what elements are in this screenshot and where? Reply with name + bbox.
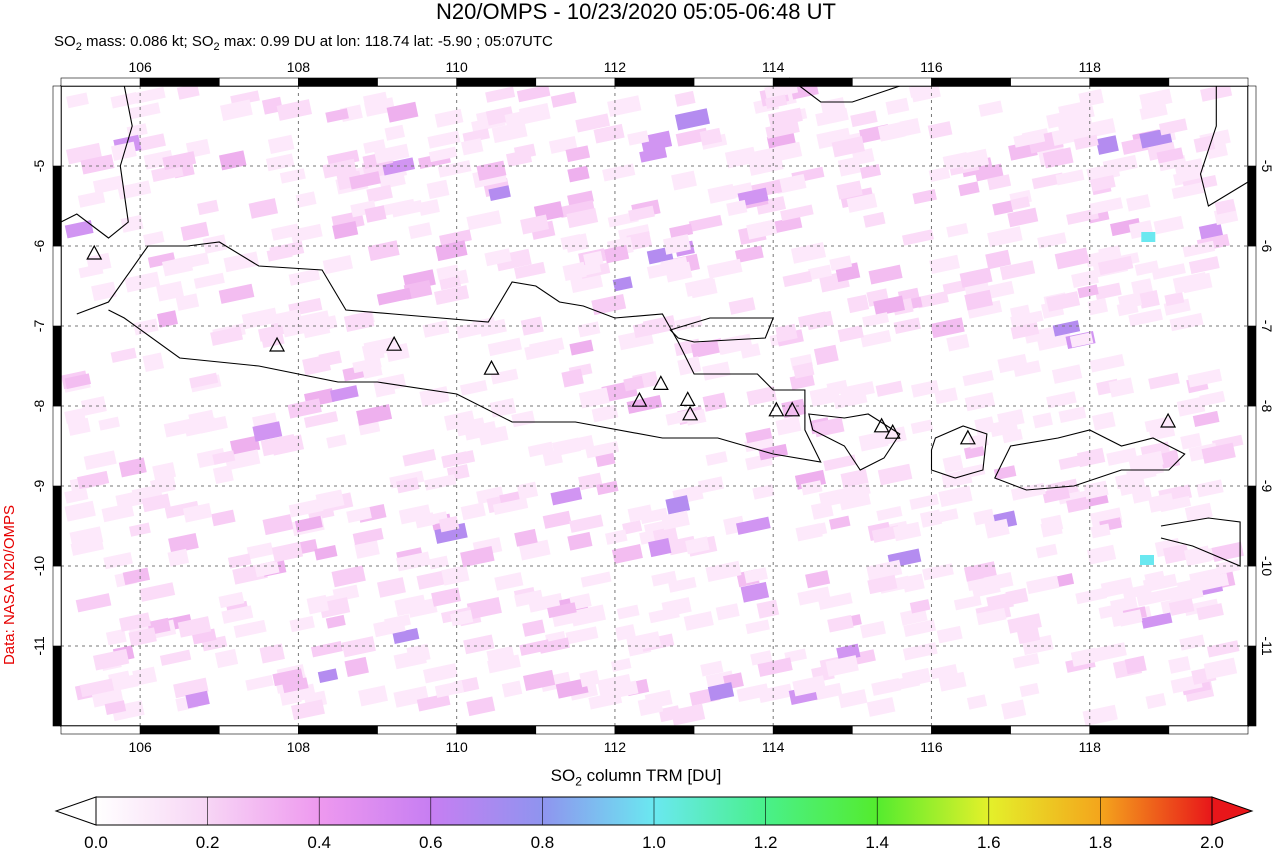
so2-pixel-layer xyxy=(61,81,1244,727)
lon-tick-top-108: 108 xyxy=(287,59,311,75)
volcano-4 xyxy=(631,391,648,407)
graticule xyxy=(61,86,1248,726)
lat-tick-right--7: -7 xyxy=(1259,320,1272,333)
lon-tick-top-114: 114 xyxy=(762,59,785,75)
map-title: N20/OMPS - 10/23/2020 05:05-06:48 UT xyxy=(436,0,836,24)
lon-tick-top-110: 110 xyxy=(446,59,469,75)
volcano-7 xyxy=(682,405,699,421)
lat-tick-left--9: -9 xyxy=(31,480,47,493)
colorbar-bar xyxy=(95,796,1213,826)
volcano-10 xyxy=(873,417,890,433)
volcano-markers xyxy=(86,244,1177,445)
lat-tick-right--6: -6 xyxy=(1259,240,1272,253)
lon-tick-bottom-116: 116 xyxy=(920,739,943,755)
lat-tick-right--9: -9 xyxy=(1259,480,1272,493)
volcano-8 xyxy=(768,401,785,417)
map-subtitle: SO2 mass: 0.086 kt; SO2 max: 0.99 DU at … xyxy=(54,33,553,53)
colorbar-tick-0.2: 0.2 xyxy=(196,833,220,852)
colorbar-tick-1.8: 1.8 xyxy=(1089,833,1113,852)
lat-tick-left--8: -8 xyxy=(31,400,47,413)
lat-tick-left--7: -7 xyxy=(31,320,47,333)
colorbar-tick-1.4: 1.4 xyxy=(865,833,889,852)
lon-tick-bottom-106: 106 xyxy=(128,739,152,755)
volcano-2 xyxy=(386,335,403,351)
lat-tick-right--11: -11 xyxy=(1259,636,1272,655)
colorbar-tick-1.0: 1.0 xyxy=(642,833,666,852)
volcano-13 xyxy=(1160,412,1177,428)
lat-tick-left--5: -5 xyxy=(31,160,47,173)
volcano-5 xyxy=(652,375,669,390)
lat-tick-right--5: -5 xyxy=(1259,160,1272,173)
colorbar-tick-1.2: 1.2 xyxy=(754,833,778,852)
so2-map: 106 106 108 108 110 110 112 112 114 114 116 116 118 1… xyxy=(31,59,1272,755)
lon-tick-bottom-118: 118 xyxy=(1079,739,1102,755)
lon-tick-top-118: 118 xyxy=(1079,59,1102,75)
colorbar-label: SO2 column TRM [DU] xyxy=(550,766,722,789)
colorbar-tick-2.0: 2.0 xyxy=(1200,833,1224,852)
lat-tick-left--11: -11 xyxy=(31,636,47,655)
lat-tick-right--8: -8 xyxy=(1259,400,1272,413)
colorbar-tick-0.6: 0.6 xyxy=(419,833,443,852)
lon-tick-bottom-108: 108 xyxy=(287,739,311,755)
volcano-3 xyxy=(483,359,500,375)
lon-tick-bottom-114: 114 xyxy=(762,739,785,755)
colorbar-tick-0.0: 0.0 xyxy=(84,833,108,852)
colorbar-under-arrow xyxy=(54,796,97,826)
lat-tick-right--10: -10 xyxy=(1259,556,1272,576)
volcano-6 xyxy=(679,391,696,406)
colorbar-over-arrow xyxy=(1211,796,1254,826)
lon-tick-top-116: 116 xyxy=(920,59,943,75)
volcano-9 xyxy=(784,401,801,417)
volcano-0 xyxy=(86,244,103,260)
axis-tick-labels: 106 106 108 108 110 110 112 112 114 114 116 116 118 1… xyxy=(31,59,1272,755)
coastlines xyxy=(60,77,1249,567)
lon-tick-bottom-112: 112 xyxy=(604,739,627,755)
lon-tick-bottom-110: 110 xyxy=(446,739,469,755)
map-frame xyxy=(52,77,1257,735)
colorbar-tick-1.6: 1.6 xyxy=(977,833,1001,852)
colorbar-tick-0.4: 0.4 xyxy=(307,833,331,852)
volcano-11 xyxy=(884,423,901,439)
lon-tick-top-106: 106 xyxy=(128,59,152,75)
colorbar-tick-0.8: 0.8 xyxy=(531,833,555,852)
volcano-12 xyxy=(959,429,976,445)
lat-tick-left--10: -10 xyxy=(31,556,47,576)
volcano-1 xyxy=(269,336,286,352)
lat-tick-left--6: -6 xyxy=(31,240,47,253)
lon-tick-top-112: 112 xyxy=(604,59,627,75)
